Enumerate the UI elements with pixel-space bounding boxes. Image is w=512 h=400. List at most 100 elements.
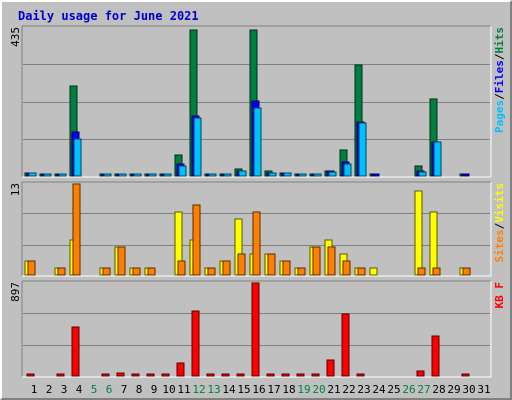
bar-pages-day-18 (283, 172, 292, 177)
x-tick-label: 8 (136, 383, 143, 396)
bar-sites-day-27 (417, 267, 426, 276)
x-tick-label: 14 (222, 383, 236, 396)
bar-kb-f-day-9 (146, 373, 155, 377)
bar-kb-f-day-16 (251, 282, 260, 377)
bar-kb-f-day-15 (236, 373, 245, 377)
bar-pages-day-21 (328, 171, 337, 177)
bar-sites-day-17 (267, 253, 276, 276)
x-tick-label: 12 (192, 383, 205, 396)
legend-pages-files-hits: Pages/Files/Hits (493, 27, 506, 133)
x-tick-label: 2 (46, 383, 53, 396)
bar-kb-f-day-21 (326, 359, 335, 377)
bar-kb-f-day-6 (101, 373, 110, 377)
bar-kb-f-day-4 (71, 326, 80, 377)
max-label: 897 (9, 282, 22, 302)
bar-sites-day-30 (462, 267, 471, 276)
x-tick-label: 19 (297, 383, 310, 396)
x-tick-label: 1 (31, 383, 38, 396)
legend-entry: Sites (493, 229, 506, 262)
x-tick-label: 13 (207, 383, 220, 396)
bar-kb-f-day-14 (221, 373, 230, 377)
x-tick-label: 22 (342, 383, 355, 396)
x-tick-label: 16 (252, 383, 265, 396)
x-tick-label: 27 (417, 383, 430, 396)
panel-visits-sites: 13 Sites/Visits (9, 181, 506, 277)
chart-title: Daily usage for June 2021 (18, 9, 199, 23)
bar-pages-day-13 (208, 173, 217, 177)
bar-pages-day-11 (178, 165, 187, 177)
bar-pages-day-19 (298, 173, 307, 177)
bar-pages-day-14 (223, 173, 232, 177)
x-tick-label: 30 (462, 383, 475, 396)
x-tick-label: 29 (447, 383, 460, 396)
x-tick-label: 28 (432, 383, 445, 396)
x-tick-label: 17 (267, 383, 280, 396)
max-label: 13 (9, 183, 22, 196)
bar-sites-day-6 (102, 267, 111, 276)
x-tick-label: 4 (76, 383, 83, 396)
bar-files-day-30 (461, 173, 470, 177)
bar-pages-day-7 (118, 173, 127, 177)
bar-pages-day-17 (268, 172, 277, 177)
bar-pages-day-9 (148, 173, 157, 177)
bar-pages-day-16 (253, 107, 262, 177)
bar-kb-f-day-27 (416, 370, 425, 377)
bar-pages-day-20 (313, 173, 322, 177)
x-tick-label: 26 (402, 383, 415, 396)
bar-pages-day-12 (193, 117, 202, 177)
x-tick-label: 10 (162, 383, 175, 396)
bar-pages-day-22 (343, 163, 352, 177)
legend-entry: Pages (493, 100, 506, 133)
legend-entry: Hits (493, 27, 506, 54)
bar-kb-f-day-23 (356, 373, 365, 377)
x-axis: 1 2 3 4 5 6 7 8 9 10 11 12 13 14 15 16 17 18 19 20 21 22 23 24 2… (31, 383, 491, 396)
x-tick-label: 6 (106, 383, 113, 396)
bar-kb-f-day-12 (191, 310, 200, 377)
legend-visits-sites: Sites/Visits (493, 183, 506, 263)
bar-kb-f-day-28 (431, 335, 440, 377)
bar-kb-f-day-19 (296, 373, 305, 377)
x-tick-label: 9 (151, 383, 158, 396)
bar-sites-day-13 (207, 267, 216, 276)
bar-sites-day-14 (222, 260, 231, 276)
bar-sites-day-28 (432, 267, 441, 276)
bar-sites-day-4 (72, 183, 81, 276)
bar-sites-day-18 (282, 260, 291, 276)
bar-pages-day-1 (28, 172, 37, 177)
x-tick-label: 21 (327, 383, 340, 396)
bar-sites-day-23 (357, 267, 366, 276)
bar-sites-day-12 (192, 204, 201, 276)
bar-pages-day-2 (43, 173, 52, 177)
x-tick-label: 18 (282, 383, 295, 396)
legend-entry: / (493, 222, 506, 229)
x-tick-label: 24 (372, 383, 386, 396)
bar-pages-day-23 (358, 122, 367, 177)
bar-kb-f-day-7 (116, 372, 125, 377)
bar-kb-f-day-3 (56, 373, 65, 377)
bar-sites-day-7 (117, 246, 126, 276)
x-tick-label: 3 (61, 383, 68, 396)
x-tick-label: 31 (477, 383, 490, 396)
legend-entry: Visits (493, 183, 506, 223)
legend-kbytes: KB F (493, 282, 506, 309)
bar-pages-day-10 (163, 173, 172, 177)
x-tick-label: 11 (177, 383, 190, 396)
bar-pages-day-28 (433, 141, 442, 177)
x-tick-label: 23 (357, 383, 370, 396)
legend-entry: / (493, 93, 506, 100)
bar-pages-day-15 (238, 170, 247, 177)
bar-visits-day-28 (429, 211, 438, 276)
bar-kb-f-day-20 (311, 373, 320, 377)
x-tick-label: 7 (121, 383, 128, 396)
bar-kb-f-day-18 (281, 373, 290, 377)
bar-kb-f-day-8 (131, 373, 140, 377)
bar-sites-day-11 (177, 260, 186, 276)
x-tick-label: 15 (237, 383, 250, 396)
x-tick-label: 20 (312, 383, 325, 396)
bar-visits-day-27 (414, 190, 423, 276)
bar-pages-day-8 (133, 173, 142, 177)
bar-kb-f-day-22 (341, 313, 350, 377)
bar-kb-f-day-17 (266, 373, 275, 377)
